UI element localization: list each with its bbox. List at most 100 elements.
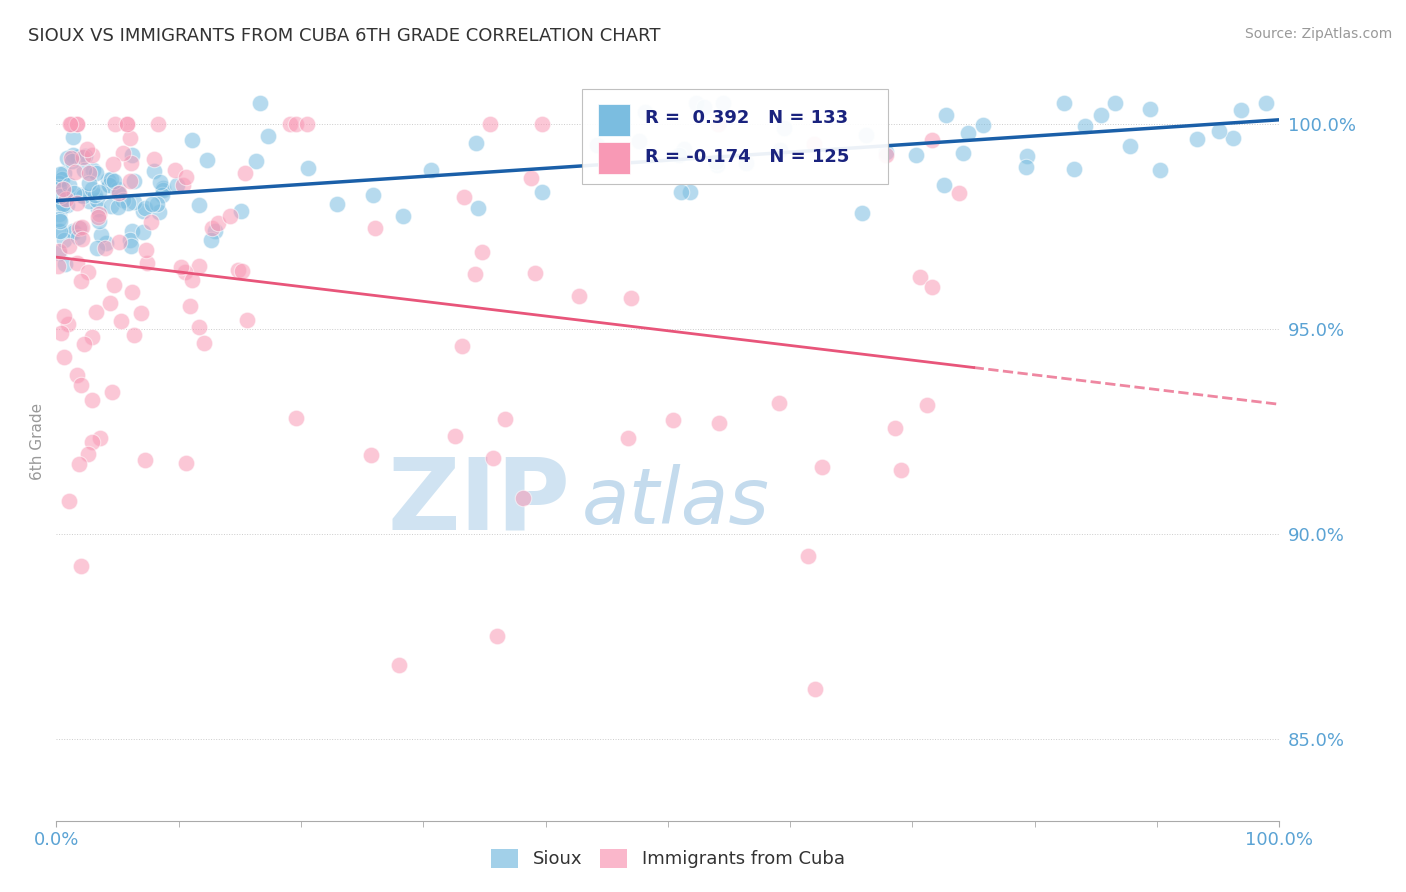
Point <box>83 187 105 202</box>
Point <box>464 267 486 281</box>
Text: ZIP: ZIP <box>387 454 569 550</box>
Point <box>70 274 93 288</box>
Point <box>932 178 955 193</box>
FancyBboxPatch shape <box>598 142 630 174</box>
Point <box>62 130 84 145</box>
Point <box>679 186 702 200</box>
Point <box>768 395 790 409</box>
Point <box>166 178 188 192</box>
Point <box>249 96 271 111</box>
Point <box>285 117 308 131</box>
Point <box>908 270 931 285</box>
Point <box>142 152 165 166</box>
Point <box>104 117 127 131</box>
Point <box>174 169 197 184</box>
Point <box>49 197 72 211</box>
Point <box>1185 132 1208 146</box>
Point <box>79 176 101 190</box>
Point <box>73 149 96 163</box>
Point <box>146 117 169 131</box>
Point <box>236 312 259 326</box>
Point <box>188 259 211 273</box>
Point <box>66 195 89 210</box>
Point <box>494 411 516 425</box>
Point <box>115 117 138 131</box>
Point <box>48 224 70 238</box>
Point <box>512 491 534 505</box>
Point <box>957 126 980 140</box>
Point <box>86 193 108 207</box>
Point <box>179 299 201 313</box>
Point <box>810 460 832 475</box>
Point <box>56 198 79 212</box>
Point <box>1208 124 1230 138</box>
Point <box>73 163 96 178</box>
Point <box>361 188 384 202</box>
Point <box>121 285 143 299</box>
Point <box>200 233 222 247</box>
Point <box>117 195 139 210</box>
Point <box>704 155 727 169</box>
Point <box>53 233 76 247</box>
Point <box>111 146 134 161</box>
Point <box>62 148 84 162</box>
Point <box>48 207 70 221</box>
Point <box>59 117 82 131</box>
Point <box>107 200 129 214</box>
Point <box>76 142 98 156</box>
Point <box>152 183 174 197</box>
Point <box>948 186 970 200</box>
Point <box>485 629 508 643</box>
Point <box>82 182 104 196</box>
FancyBboxPatch shape <box>598 104 630 136</box>
Text: Source: ZipAtlas.com: Source: ZipAtlas.com <box>1244 27 1392 41</box>
Point <box>360 448 382 462</box>
Point <box>1149 163 1171 178</box>
Point <box>103 174 125 188</box>
Point <box>49 188 72 202</box>
Point <box>364 221 387 235</box>
Point <box>1118 139 1140 153</box>
Point <box>187 197 209 211</box>
Point <box>86 241 108 255</box>
Point <box>201 220 224 235</box>
Point <box>707 117 730 131</box>
Point <box>453 190 475 204</box>
Point <box>60 153 83 168</box>
Point <box>620 291 643 305</box>
Point <box>134 201 156 215</box>
Point <box>66 255 89 269</box>
Point <box>568 289 591 303</box>
Point <box>87 210 110 224</box>
Point <box>87 185 110 199</box>
Point <box>48 245 70 260</box>
Point <box>1222 131 1244 145</box>
Point <box>97 173 120 187</box>
Point <box>471 245 494 260</box>
Point <box>768 143 790 157</box>
Point <box>231 264 253 278</box>
Point <box>465 136 488 150</box>
Point <box>634 104 657 119</box>
Point <box>48 224 70 238</box>
Point <box>1052 96 1074 111</box>
Point <box>165 162 187 177</box>
Point <box>204 224 226 238</box>
Point <box>48 172 70 186</box>
Point <box>89 431 111 445</box>
Point <box>121 224 143 238</box>
Text: R = -0.174   N = 125: R = -0.174 N = 125 <box>644 148 849 166</box>
Point <box>692 100 714 114</box>
Point <box>59 117 82 131</box>
Point <box>325 197 347 211</box>
Point <box>72 150 94 164</box>
Point <box>803 137 825 152</box>
Point <box>51 182 73 196</box>
Point <box>524 266 547 280</box>
Point <box>172 178 194 192</box>
Point <box>935 108 957 122</box>
Point <box>124 327 146 342</box>
Point <box>100 385 122 400</box>
Point <box>69 221 91 235</box>
Point <box>70 378 93 392</box>
